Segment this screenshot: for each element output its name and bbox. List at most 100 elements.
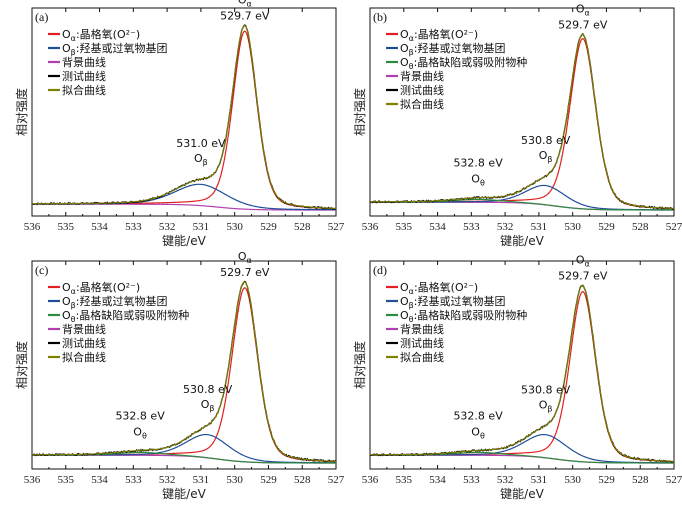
legend-entry-text: :晶格缺陷或弱吸附物种 <box>414 55 528 69</box>
legend-entry-text: 测试曲线 <box>400 336 444 350</box>
legend-entry-subscript: θ <box>71 315 76 324</box>
legend-entry: 拟合曲线 <box>62 350 106 364</box>
peak-symbol: O <box>576 2 585 15</box>
legend-entry: 背景曲线 <box>400 69 444 83</box>
peak-symbol: O <box>576 254 585 267</box>
peak-subscript: θ <box>480 431 485 440</box>
legend-entry-text: :晶格缺陷或弱吸附物种 <box>414 308 528 322</box>
legend-entry-subscript: θ <box>409 62 414 71</box>
legend: Oα:晶格氧(O²⁻)Oβ:羟基或过氧物基团Oθ:晶格缺陷或弱吸附物种背景曲线测… <box>386 280 527 364</box>
x-tick-label: 533 <box>125 474 142 486</box>
legend: Oα:晶格氧(O²⁻)Oβ:羟基或过氧物基团Oθ:晶格缺陷或弱吸附物种背景曲线测… <box>386 27 527 111</box>
peak-energy-label: 532.8 eV <box>115 409 165 422</box>
x-tick-label: 536 <box>362 474 379 486</box>
legend-entry-text: :晶格氧(O²⁻) <box>414 280 478 294</box>
peak-energy-label: 529.7 eV <box>220 266 270 279</box>
x-tick-label: 532 <box>159 221 176 233</box>
legend-entry-text: 测试曲线 <box>62 69 106 83</box>
x-tick-label: 533 <box>125 221 142 233</box>
peak-subscript: α <box>246 256 251 265</box>
x-tick-label: 530 <box>226 474 243 486</box>
x-tick-label: 532 <box>497 221 513 233</box>
panel-label: (b) <box>373 10 387 24</box>
fitted-curve <box>370 285 675 462</box>
legend-entry-text: :羟基或过氧物基团 <box>414 41 506 55</box>
legend-entry-text: 背景曲线 <box>400 322 444 336</box>
legend-entry-text: 拟合曲线 <box>62 83 106 97</box>
legend-entry: Oα:晶格氧(O²⁻) <box>400 27 478 43</box>
chart-panel-3: 536 535 534 533 532 531 530 529 528 527 键能/eV 相对强度 (… <box>14 250 345 501</box>
chart-panel-4: 536 535 534 533 532 531 530 529 528 527 键能/eV 相对强度 (… <box>352 254 682 501</box>
legend-entry: 测试曲线 <box>62 69 106 83</box>
peak-symbol: O <box>471 173 480 186</box>
x-tick-label: 528 <box>294 221 311 233</box>
x-axis-label: 键能/eV <box>162 487 206 501</box>
x-tick-label: 528 <box>632 474 649 486</box>
chart-panel-2: 536 535 534 533 532 531 530 529 528 527 键能/eV 相对强度 (… <box>352 2 682 248</box>
peak-subscript: θ <box>480 179 485 188</box>
legend-entry: 测试曲线 <box>62 336 106 350</box>
x-tick-label: 530 <box>226 221 243 233</box>
legend-entry-subscript: β <box>71 301 76 310</box>
peak-symbol-label: Oθ <box>471 173 485 188</box>
legend-entry-text: 背景曲线 <box>62 322 106 336</box>
x-tick-label: 528 <box>294 474 311 486</box>
peak-subscript: β <box>547 404 552 413</box>
legend-entry: Oα:晶格氧(O²⁻) <box>62 280 140 296</box>
x-tick-label: 534 <box>91 474 108 486</box>
peak-symbol-label: Oβ <box>539 398 553 413</box>
legend-entry: Oβ:羟基或过氧物基团 <box>62 294 168 310</box>
peak-symbol: O <box>133 425 142 438</box>
x-tick-label: 535 <box>396 474 413 486</box>
x-tick-label: 534 <box>91 221 108 233</box>
peak-subscript: α <box>246 0 251 9</box>
peak-energy-label: 530.8 eV <box>521 134 571 147</box>
legend-entry: Oβ:羟基或过氧物基团 <box>400 294 506 310</box>
peak-symbol-label: Oα <box>576 2 590 17</box>
x-tick-label: 533 <box>463 221 480 233</box>
peak-energy-label: 529.7 eV <box>558 270 608 283</box>
x-tick-label: 530 <box>564 474 581 486</box>
peak-symbol: O <box>471 425 480 438</box>
legend-entry-symbol: O <box>400 28 409 41</box>
legend-entry: 拟合曲线 <box>400 97 444 111</box>
peak-curve-2 <box>31 183 336 211</box>
x-axis-label: 键能/eV <box>500 234 544 248</box>
peak-subscript: α <box>584 260 589 269</box>
peak-curve-2 <box>370 433 675 464</box>
legend-entry: 背景曲线 <box>400 322 444 336</box>
x-tick-label: 534 <box>429 474 446 486</box>
legend-entry-symbol: O <box>400 281 409 294</box>
legend-entry-subscript: α <box>409 34 414 43</box>
legend-entry: Oα:晶格氧(O²⁻) <box>400 280 478 296</box>
legend-entry: 测试曲线 <box>400 83 444 97</box>
peak-energy-label: 531.0 eV <box>176 137 226 150</box>
x-tick-label: 527 <box>328 221 345 233</box>
legend-entry-text: :晶格氧(O²⁻) <box>76 280 140 294</box>
y-axis-label: 相对强度 <box>14 341 29 389</box>
peak-subscript: β <box>547 155 552 164</box>
fitted-curve <box>32 281 337 462</box>
legend-entry-subscript: β <box>71 48 76 57</box>
legend-entry-text: 测试曲线 <box>400 83 444 97</box>
x-tick-label: 527 <box>328 474 345 486</box>
legend-entry-symbol: O <box>62 281 71 294</box>
legend-entry: 背景曲线 <box>62 55 106 69</box>
legend-entry-text: 背景曲线 <box>400 69 444 83</box>
legend-entry-text: 拟合曲线 <box>400 97 444 111</box>
legend-entry-text: :晶格缺陷或弱吸附物种 <box>76 308 190 322</box>
legend-entry-subscript: α <box>71 34 76 43</box>
legend-entry-symbol: O <box>400 42 409 55</box>
legend-entry-text: 背景曲线 <box>62 55 106 69</box>
x-tick-label: 535 <box>58 474 75 486</box>
x-tick-label: 535 <box>58 221 75 233</box>
peak-symbol: O <box>194 152 203 165</box>
x-tick-label: 536 <box>24 221 41 233</box>
legend-entry-symbol: O <box>62 295 71 308</box>
x-tick-label: 531 <box>193 474 210 486</box>
legend-entry-subscript: α <box>71 287 76 296</box>
y-axis-label: 相对强度 <box>14 88 29 136</box>
x-axis-label: 键能/eV <box>500 487 544 501</box>
